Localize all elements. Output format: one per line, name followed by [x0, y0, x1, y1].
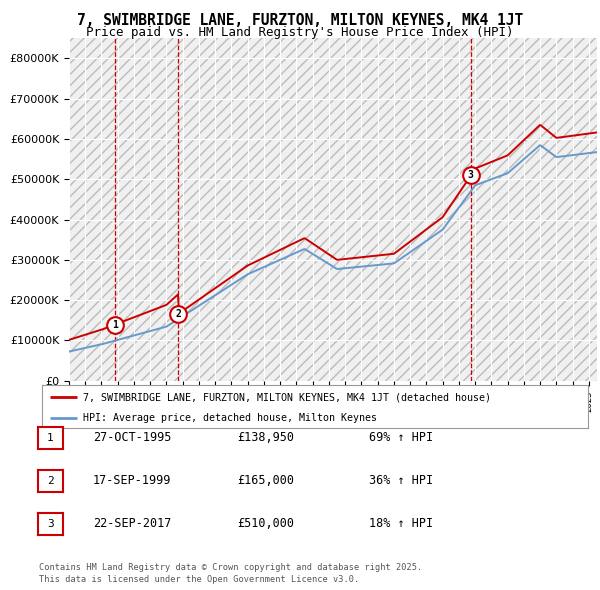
Text: 3: 3	[467, 171, 473, 180]
Text: 2: 2	[175, 309, 181, 319]
Text: 17-SEP-1999: 17-SEP-1999	[93, 474, 172, 487]
Text: £510,000: £510,000	[237, 517, 294, 530]
Text: 1: 1	[112, 320, 118, 330]
Text: £138,950: £138,950	[237, 431, 294, 444]
Text: 69% ↑ HPI: 69% ↑ HPI	[369, 431, 433, 444]
Text: 1: 1	[47, 433, 54, 442]
Text: 7, SWIMBRIDGE LANE, FURZTON, MILTON KEYNES, MK4 1JT (detached house): 7, SWIMBRIDGE LANE, FURZTON, MILTON KEYN…	[83, 392, 491, 402]
Text: This data is licensed under the Open Government Licence v3.0.: This data is licensed under the Open Gov…	[39, 575, 359, 584]
Text: 18% ↑ HPI: 18% ↑ HPI	[369, 517, 433, 530]
Text: 36% ↑ HPI: 36% ↑ HPI	[369, 474, 433, 487]
Text: 3: 3	[47, 519, 54, 529]
Text: 2: 2	[47, 476, 54, 486]
Text: £165,000: £165,000	[237, 474, 294, 487]
Text: 22-SEP-2017: 22-SEP-2017	[93, 517, 172, 530]
Text: Contains HM Land Registry data © Crown copyright and database right 2025.: Contains HM Land Registry data © Crown c…	[39, 563, 422, 572]
Text: 7, SWIMBRIDGE LANE, FURZTON, MILTON KEYNES, MK4 1JT: 7, SWIMBRIDGE LANE, FURZTON, MILTON KEYN…	[77, 13, 523, 28]
Text: HPI: Average price, detached house, Milton Keynes: HPI: Average price, detached house, Milt…	[83, 414, 377, 424]
Text: 27-OCT-1995: 27-OCT-1995	[93, 431, 172, 444]
Text: Price paid vs. HM Land Registry's House Price Index (HPI): Price paid vs. HM Land Registry's House …	[86, 26, 514, 39]
